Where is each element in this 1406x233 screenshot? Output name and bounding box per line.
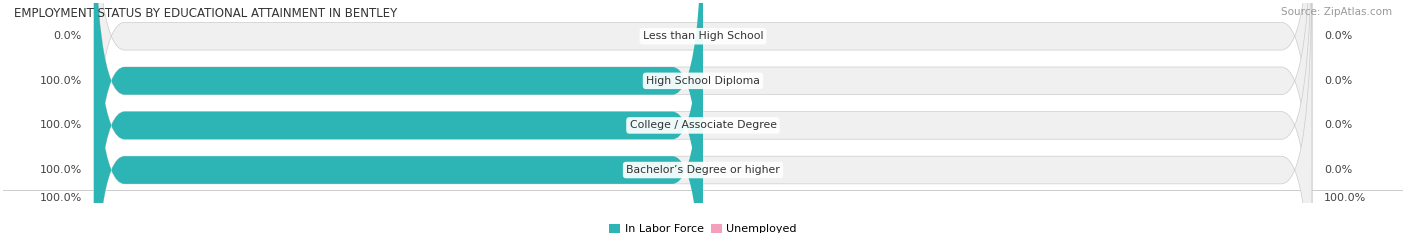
FancyBboxPatch shape bbox=[94, 0, 1312, 233]
Legend: In Labor Force, Unemployed: In Labor Force, Unemployed bbox=[609, 224, 797, 233]
FancyBboxPatch shape bbox=[94, 0, 1312, 233]
FancyBboxPatch shape bbox=[94, 0, 703, 233]
FancyBboxPatch shape bbox=[94, 0, 1312, 233]
Text: College / Associate Degree: College / Associate Degree bbox=[630, 120, 776, 130]
Text: 100.0%: 100.0% bbox=[39, 193, 82, 203]
Text: 100.0%: 100.0% bbox=[39, 76, 82, 86]
Text: 0.0%: 0.0% bbox=[1324, 76, 1353, 86]
Text: Bachelor’s Degree or higher: Bachelor’s Degree or higher bbox=[626, 165, 780, 175]
Text: 100.0%: 100.0% bbox=[39, 120, 82, 130]
FancyBboxPatch shape bbox=[94, 0, 703, 233]
Text: Source: ZipAtlas.com: Source: ZipAtlas.com bbox=[1281, 7, 1392, 17]
Text: 100.0%: 100.0% bbox=[39, 165, 82, 175]
FancyBboxPatch shape bbox=[94, 0, 703, 233]
Text: EMPLOYMENT STATUS BY EDUCATIONAL ATTAINMENT IN BENTLEY: EMPLOYMENT STATUS BY EDUCATIONAL ATTAINM… bbox=[14, 7, 398, 20]
Text: 0.0%: 0.0% bbox=[1324, 165, 1353, 175]
Text: Less than High School: Less than High School bbox=[643, 31, 763, 41]
Text: 0.0%: 0.0% bbox=[1324, 31, 1353, 41]
Text: 100.0%: 100.0% bbox=[1324, 193, 1367, 203]
Text: 0.0%: 0.0% bbox=[1324, 120, 1353, 130]
Text: High School Diploma: High School Diploma bbox=[647, 76, 759, 86]
FancyBboxPatch shape bbox=[94, 0, 1312, 233]
Text: 0.0%: 0.0% bbox=[53, 31, 82, 41]
